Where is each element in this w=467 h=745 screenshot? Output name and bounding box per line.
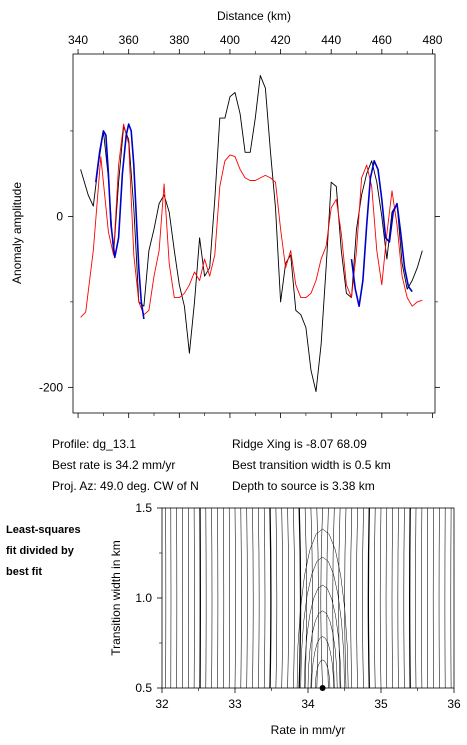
x-tick-label: 380	[169, 33, 189, 47]
y-tick-label: 1.5	[135, 501, 152, 515]
anomaly-y-axis-title: Anomaly amplitude	[10, 182, 24, 284]
anomaly-y-ticks: -200 0	[39, 130, 440, 394]
x-tick-label: 340	[68, 33, 88, 47]
x-tick-label: 460	[372, 33, 392, 47]
contour-line	[310, 508, 313, 688]
contour-line	[415, 508, 417, 688]
anomaly-x-axis-title: Distance (km)	[217, 9, 291, 23]
contour-line	[240, 508, 242, 688]
anomaly-plot-frame	[72, 53, 436, 414]
contour-line	[356, 508, 358, 688]
contour-line	[403, 508, 405, 688]
x-tick-label: 32	[155, 697, 169, 711]
contour-line	[234, 508, 236, 688]
x-tick-label: 34	[301, 697, 315, 711]
anomaly-x-ticks: 340 360 380 400 420 440 460 480	[68, 33, 443, 418]
contour-line	[315, 659, 331, 688]
contour-line	[296, 528, 349, 688]
misfit-x-axis-title: Rate in mm/yr	[271, 723, 346, 737]
side-note-line: fit divided by	[6, 545, 74, 557]
anomaly-series-line	[350, 160, 413, 308]
contour-line	[397, 508, 399, 688]
contour-line	[252, 508, 254, 688]
profile-label: Profile: dg_13.1	[52, 437, 137, 451]
contour-line	[281, 508, 284, 688]
anomaly-chart: 340 360 380 400 420 440 460 480 -200 0 Distance …	[10, 9, 443, 418]
contour-line	[275, 508, 278, 688]
best-rate-label: Best rate is 34.2 mm/yr	[52, 458, 176, 472]
contour-line	[263, 508, 266, 688]
ridge-crossing-label: Ridge Xing is -8.07 68.09	[232, 437, 367, 451]
side-note-line: best fit	[6, 566, 43, 578]
x-tick-label: 420	[271, 33, 291, 47]
contour-line	[287, 508, 289, 688]
contour-line	[228, 508, 230, 688]
contour-line	[367, 508, 370, 688]
contour-line	[316, 508, 319, 688]
x-tick-label: 33	[228, 697, 242, 711]
contour-line	[293, 508, 295, 688]
transition-width-label: Best transition width is 0.5 km	[232, 458, 391, 472]
x-tick-label: 35	[374, 697, 388, 711]
contour-line	[300, 556, 345, 688]
misfit-contours	[165, 508, 452, 688]
misfit-contour-chart: 32 33 34 35 36 0.5 1.0 1.5 Rate in mm/yr Trans…	[109, 501, 461, 737]
contour-line	[391, 508, 393, 688]
projection-azimuth-label: Proj. Az: 49.0 deg. CW of N	[52, 479, 199, 493]
contour-line	[258, 508, 260, 688]
contour-line	[298, 508, 302, 688]
contour-line	[307, 610, 338, 688]
depth-to-source-label: Depth to source is 3.38 km	[232, 479, 375, 493]
y-tick-label: -200	[39, 380, 63, 394]
y-tick-label: 1.0	[135, 591, 152, 605]
contour-line	[344, 508, 347, 688]
contour-line	[374, 508, 376, 688]
contour-line	[304, 508, 307, 688]
best-fit-point	[319, 685, 326, 691]
misfit-x-ticks: 32 33 34 35 36	[155, 688, 461, 711]
contour-line	[362, 508, 364, 688]
side-note-line: Least-squares	[6, 524, 81, 536]
contour-line	[350, 508, 353, 688]
contour-line	[326, 508, 329, 688]
contour-line	[338, 508, 341, 688]
y-tick-label: 0	[56, 209, 63, 223]
misfit-y-axis-title: Transition width in km	[109, 540, 123, 656]
x-tick-label: 360	[119, 33, 139, 47]
contour-line	[385, 508, 388, 688]
y-tick-label: 0.5	[135, 681, 152, 695]
misfit-y-ticks: 0.5 1.0 1.5	[135, 501, 162, 695]
x-tick-label: 440	[321, 33, 341, 47]
anomaly-series-line	[80, 123, 423, 318]
x-tick-label: 36	[447, 697, 461, 711]
side-note: Least-squares fit divided by best fit	[6, 520, 81, 583]
contour-line	[223, 508, 225, 688]
anomaly-series-line	[80, 74, 423, 393]
contour-line	[320, 508, 323, 688]
anomaly-series-line	[95, 123, 145, 320]
contour-line	[311, 636, 334, 688]
contour-line	[421, 508, 423, 688]
contour-line	[304, 584, 342, 688]
contour-line	[409, 508, 411, 688]
x-tick-label: 480	[422, 33, 442, 47]
x-tick-label: 400	[220, 33, 240, 47]
contour-line	[379, 508, 382, 688]
anomaly-series	[80, 74, 423, 393]
contour-line	[246, 508, 248, 688]
contour-line	[269, 508, 272, 688]
contour-line	[332, 508, 335, 688]
